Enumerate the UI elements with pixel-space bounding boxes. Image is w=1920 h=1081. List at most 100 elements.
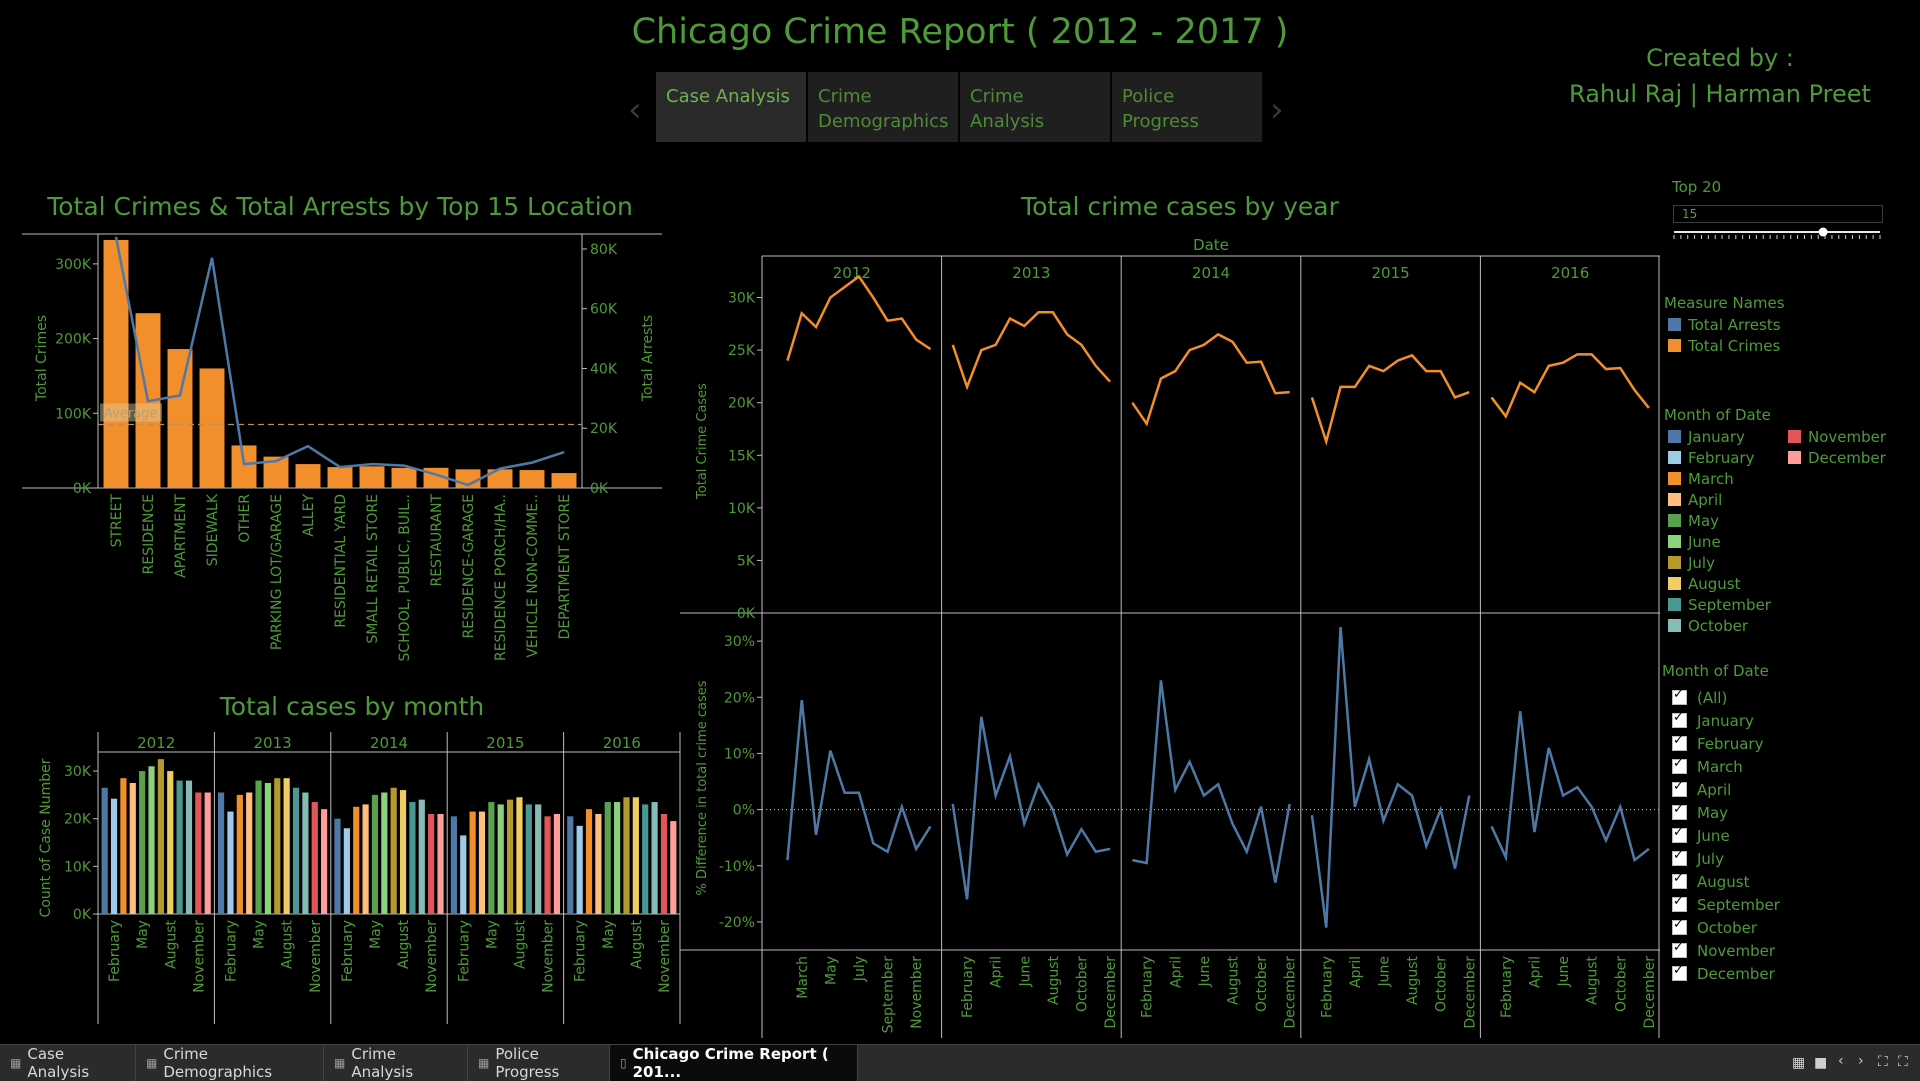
pct-diff-line-2012 [786, 699, 932, 861]
filter-checkbox-december[interactable]: December [1672, 962, 1780, 985]
checkbox-checked-icon[interactable] [1672, 802, 1687, 820]
month-bar-2013-march [236, 794, 243, 914]
month-tick-label: December [1462, 956, 1478, 1029]
month-bar-2016-may [604, 802, 611, 914]
filter-checkbox-september[interactable]: September [1672, 893, 1780, 916]
category-label-residence-porch-ha: RESIDENCE PORCH/HA.. [493, 494, 509, 661]
top-n-input[interactable]: 15 [1673, 205, 1883, 223]
checkbox-checked-icon[interactable] [1672, 710, 1687, 728]
filter-checkbox-january[interactable]: January [1672, 709, 1780, 732]
month-legend-item-february[interactable]: February [1668, 447, 1754, 468]
checkbox-checked-icon[interactable] [1672, 687, 1687, 705]
sheet-tab-label: Police Progress [495, 1045, 560, 1081]
filter-checkbox-february[interactable]: February [1672, 732, 1780, 755]
legend-item-total-crimes[interactable]: Total Crimes [1668, 335, 1785, 356]
location-bar-alley [295, 464, 321, 488]
arrests-point-apartment [179, 394, 181, 396]
month-bar-2015-october [535, 804, 542, 914]
month-legend-item-april[interactable]: April [1668, 489, 1722, 510]
fullscreen-icon[interactable]: ⛶ [1898, 1054, 1908, 1070]
month-legend-item-august[interactable]: August [1668, 573, 1741, 594]
checkbox-checked-icon[interactable] [1672, 894, 1687, 912]
month-bar-2015-july [506, 799, 514, 914]
month-bar-2014-may [371, 794, 379, 914]
filter-checkbox-november[interactable]: November [1672, 939, 1780, 962]
checkbox-checked-icon[interactable] [1672, 917, 1687, 935]
filter-checkbox-april[interactable]: April [1672, 778, 1780, 801]
filter-checkbox-october[interactable]: October [1672, 916, 1780, 939]
checkbox-checked-icon[interactable] [1672, 733, 1687, 751]
grid-icon[interactable]: ▦ [1792, 1055, 1806, 1071]
month-bar-2016-december [670, 821, 677, 914]
location-chart: Average 0K 100K 200K 300K 0K 20K 40K 60K 80K Total… [22, 233, 662, 662]
filter-checkbox-march[interactable]: March [1672, 755, 1780, 778]
top-n-slider[interactable] [1672, 226, 1884, 242]
month-legend-item-september[interactable]: September [1668, 594, 1771, 615]
month-bar-2015-january [450, 816, 457, 914]
panel-year-label-2012: 2012 [833, 264, 871, 282]
sheet-tab-police-progress[interactable]: ▦ Police Progress [468, 1045, 610, 1081]
nav-tab-crime-demographics[interactable]: Crime Demographics [808, 72, 958, 142]
filter-checkbox-august[interactable]: August [1672, 870, 1780, 893]
nav-tab-crime-analysis[interactable]: Crime Analysis [960, 72, 1110, 142]
month-tick-label: August [1585, 955, 1601, 1005]
checkbox-checked-icon[interactable] [1672, 756, 1687, 774]
month-legend-item-january[interactable]: January [1668, 426, 1745, 447]
month-legend-item-november[interactable]: November [1788, 426, 1886, 447]
prev-icon[interactable]: ‹ [1838, 1053, 1844, 1069]
nav-tab-case-analysis[interactable]: Case Analysis [656, 72, 806, 142]
month-bar-2016-february [576, 825, 583, 914]
panel-year-label-2012: 2012 [137, 734, 175, 752]
legend-title: Month of Date [1664, 406, 1771, 424]
month-legend-item-july[interactable]: July [1668, 552, 1715, 573]
checkbox-checked-icon[interactable] [1672, 848, 1687, 866]
sheet-tab-case-analysis[interactable]: ▦ Case Analysis [0, 1045, 136, 1081]
filter-checkbox-july[interactable]: July [1672, 847, 1780, 870]
chevron-left-icon[interactable]: ‹ [628, 90, 642, 130]
category-label-street: STREET [109, 494, 125, 548]
filter-label: July [1697, 849, 1724, 868]
location-bar-school-public-buil [391, 467, 417, 488]
month-legend-item-march[interactable]: March [1668, 468, 1734, 489]
checkbox-checked-icon[interactable] [1672, 779, 1687, 797]
right-tick-label: 80K [590, 242, 618, 258]
filter-checkbox-all[interactable]: (All) [1672, 686, 1780, 709]
legend-label: January [1688, 427, 1745, 446]
sheet-tab-story[interactable]: ▯ Chicago Crime Report ( 201... [610, 1045, 858, 1081]
legend-swatch [1668, 619, 1681, 632]
month-tick-label: February [340, 920, 356, 982]
credits: Created by : Rahul Raj | Harman Preet [1560, 40, 1880, 112]
pct-diff-line-2014 [1132, 680, 1291, 883]
legend-label: November [1808, 427, 1887, 446]
legend-item-total-arrests[interactable]: Total Arrests [1668, 314, 1785, 335]
month-legend-item-may[interactable]: May [1668, 510, 1719, 531]
month-tick-label: September [881, 956, 897, 1034]
sheet-tab-crime-demographics[interactable]: ▦ Crime Demographics [136, 1045, 324, 1081]
bottom-y-axis-title: % Difference in total crime cases [695, 680, 710, 895]
legend-label: August [1688, 574, 1741, 593]
checkbox-checked-icon[interactable] [1672, 871, 1687, 889]
month-bar-2014-july [390, 787, 397, 914]
month-tick-label: October [1074, 956, 1090, 1012]
filter-label: December [1697, 964, 1775, 983]
month-bar-2014-november [428, 813, 435, 914]
month-tick-label: February [223, 920, 239, 982]
sheet-tab-crime-analysis[interactable]: ▦ Crime Analysis [324, 1045, 468, 1081]
chevron-right-icon[interactable]: › [1270, 90, 1284, 130]
nav-tab-police-progress[interactable]: Police Progress [1112, 72, 1262, 142]
month-bar-2014-december [437, 813, 444, 914]
filter-checkbox-june[interactable]: June [1672, 824, 1780, 847]
fit-icon[interactable]: ⛶ [1878, 1054, 1888, 1070]
month-legend-item-december[interactable]: December [1788, 447, 1886, 468]
next-icon[interactable]: › [1858, 1053, 1864, 1069]
checkbox-checked-icon[interactable] [1672, 825, 1687, 843]
checkbox-checked-icon[interactable] [1672, 963, 1687, 981]
checkbox-checked-icon[interactable] [1672, 940, 1687, 958]
average-label-bg [100, 403, 162, 422]
filter-label: (All) [1697, 688, 1728, 707]
month-bar-2012-june [148, 766, 155, 914]
month-legend-item-june[interactable]: June [1668, 531, 1721, 552]
filter-checkbox-may[interactable]: May [1672, 801, 1780, 824]
list-icon[interactable]: ■ [1814, 1055, 1828, 1071]
month-legend-item-october[interactable]: October [1668, 615, 1748, 636]
